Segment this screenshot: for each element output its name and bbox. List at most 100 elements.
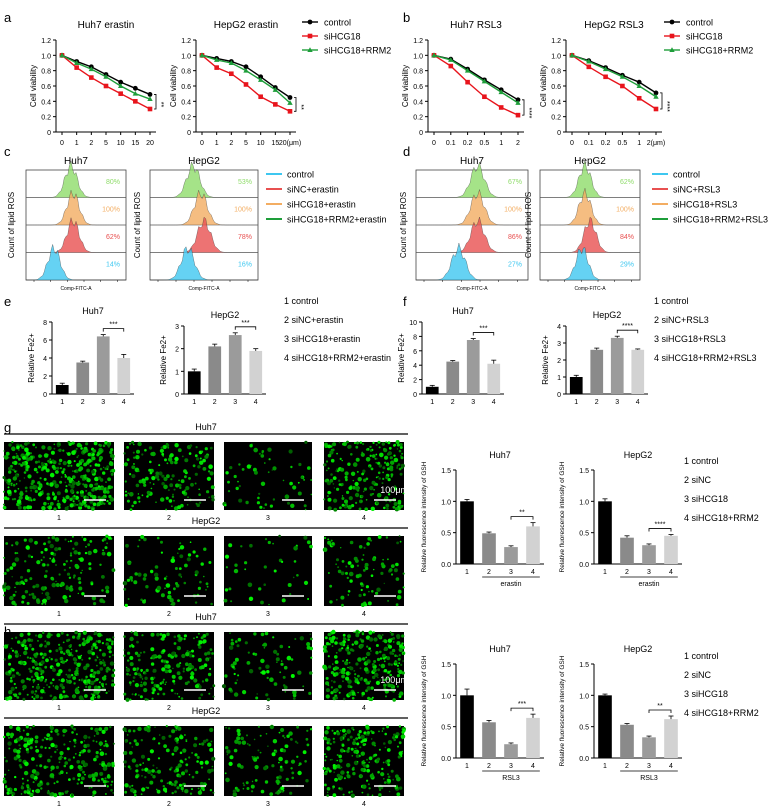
cell-dot	[129, 656, 134, 660]
cell-dot	[258, 666, 262, 670]
cell-dot	[7, 695, 13, 701]
cell-dot	[334, 688, 339, 693]
cell-dot	[173, 635, 177, 639]
significance-bracket	[616, 329, 639, 334]
cell-dot	[370, 698, 373, 702]
cell-dot	[387, 478, 391, 482]
cell-dot	[171, 729, 176, 734]
cell-dot	[97, 463, 101, 467]
cell-dot	[150, 632, 155, 637]
data-point	[498, 105, 504, 110]
cell-dot	[56, 662, 61, 667]
cell-dot	[17, 640, 21, 644]
histogram-peak	[150, 189, 258, 226]
cell-dot	[85, 486, 88, 488]
cell-dot	[147, 769, 152, 774]
cell-dot	[157, 742, 161, 745]
cell-dot	[45, 737, 49, 741]
cell-dot	[351, 696, 355, 700]
cell-dot	[14, 650, 18, 654]
cell-dot	[155, 788, 158, 791]
cell-dot	[93, 548, 98, 554]
percent-label: 84%	[620, 234, 634, 241]
cell-dot	[339, 506, 342, 510]
x-tick-label: 0	[60, 140, 64, 147]
cell-dot	[72, 635, 76, 639]
cell-dot	[330, 639, 335, 644]
cell-dot	[108, 494, 112, 499]
cell-dot	[123, 692, 127, 696]
cell-dot	[86, 637, 89, 640]
cell-dot	[6, 497, 10, 501]
y-axis-label: Relative Fe2+	[159, 335, 168, 385]
percent-label: 100%	[102, 206, 120, 213]
cell-dot	[194, 684, 200, 689]
cell-dot	[203, 575, 205, 578]
cell-dot	[398, 647, 403, 653]
cell-dot	[196, 636, 198, 639]
cell-dot	[43, 501, 47, 506]
cell-dot	[150, 647, 155, 652]
cell-dot	[38, 484, 43, 489]
cell-dot	[331, 448, 335, 452]
cell-dot	[106, 490, 110, 494]
cell-dot	[185, 486, 190, 491]
cell-dot	[394, 654, 397, 657]
cell-dot	[332, 785, 335, 789]
cell-dot	[37, 782, 42, 788]
cell-dot	[380, 571, 384, 576]
cell-dot	[356, 681, 360, 685]
cell-dot	[346, 763, 351, 768]
cell-dot	[138, 479, 143, 484]
cell-dot	[355, 457, 360, 462]
cell-dot	[23, 790, 27, 794]
cell-dot	[184, 475, 187, 479]
cell-dot	[221, 684, 227, 689]
cell-dot	[370, 467, 374, 471]
cell-dot	[83, 640, 87, 644]
cell-dot	[146, 490, 151, 495]
legend-marker	[669, 47, 675, 52]
cell-dot	[387, 451, 392, 456]
cell-dot	[345, 478, 348, 482]
cell-dot	[129, 576, 133, 580]
cell-dot	[342, 680, 344, 683]
cell-dot	[65, 694, 68, 698]
cell-dot	[104, 467, 108, 471]
x-tick-label: 2	[229, 140, 233, 147]
cell-dot	[60, 476, 63, 478]
bar	[187, 371, 201, 394]
cell-dot	[211, 494, 215, 499]
cell-dot	[176, 741, 179, 744]
cell-dot	[103, 502, 106, 505]
cell-dot	[342, 728, 346, 733]
cell-dot	[372, 441, 375, 444]
cell-dot	[47, 632, 51, 636]
cell-dot	[164, 458, 167, 462]
cell-dot	[110, 448, 114, 452]
cell-dot	[89, 483, 94, 488]
cell-dot	[176, 693, 179, 695]
cell-dot	[10, 667, 14, 671]
legend-item: control	[324, 18, 351, 28]
cell-dot	[47, 459, 50, 463]
cell-dot	[278, 775, 282, 780]
cell-dot	[384, 732, 388, 736]
cell-dot	[127, 598, 130, 600]
cell-dot	[390, 573, 394, 576]
cell-dot	[149, 482, 151, 484]
cell-dot	[131, 465, 136, 469]
cell-dot	[205, 632, 209, 636]
cell-dot	[34, 735, 39, 740]
cell-dot	[8, 662, 12, 666]
cell-dot	[160, 446, 163, 449]
cell-dot	[64, 538, 67, 541]
cell-dot	[385, 462, 390, 467]
cell-dot	[340, 547, 342, 549]
cell-dot	[189, 651, 191, 653]
cell-dot	[309, 728, 313, 731]
cell-dot	[329, 584, 333, 588]
cell-dot	[73, 574, 76, 577]
cell-dot	[199, 789, 202, 791]
